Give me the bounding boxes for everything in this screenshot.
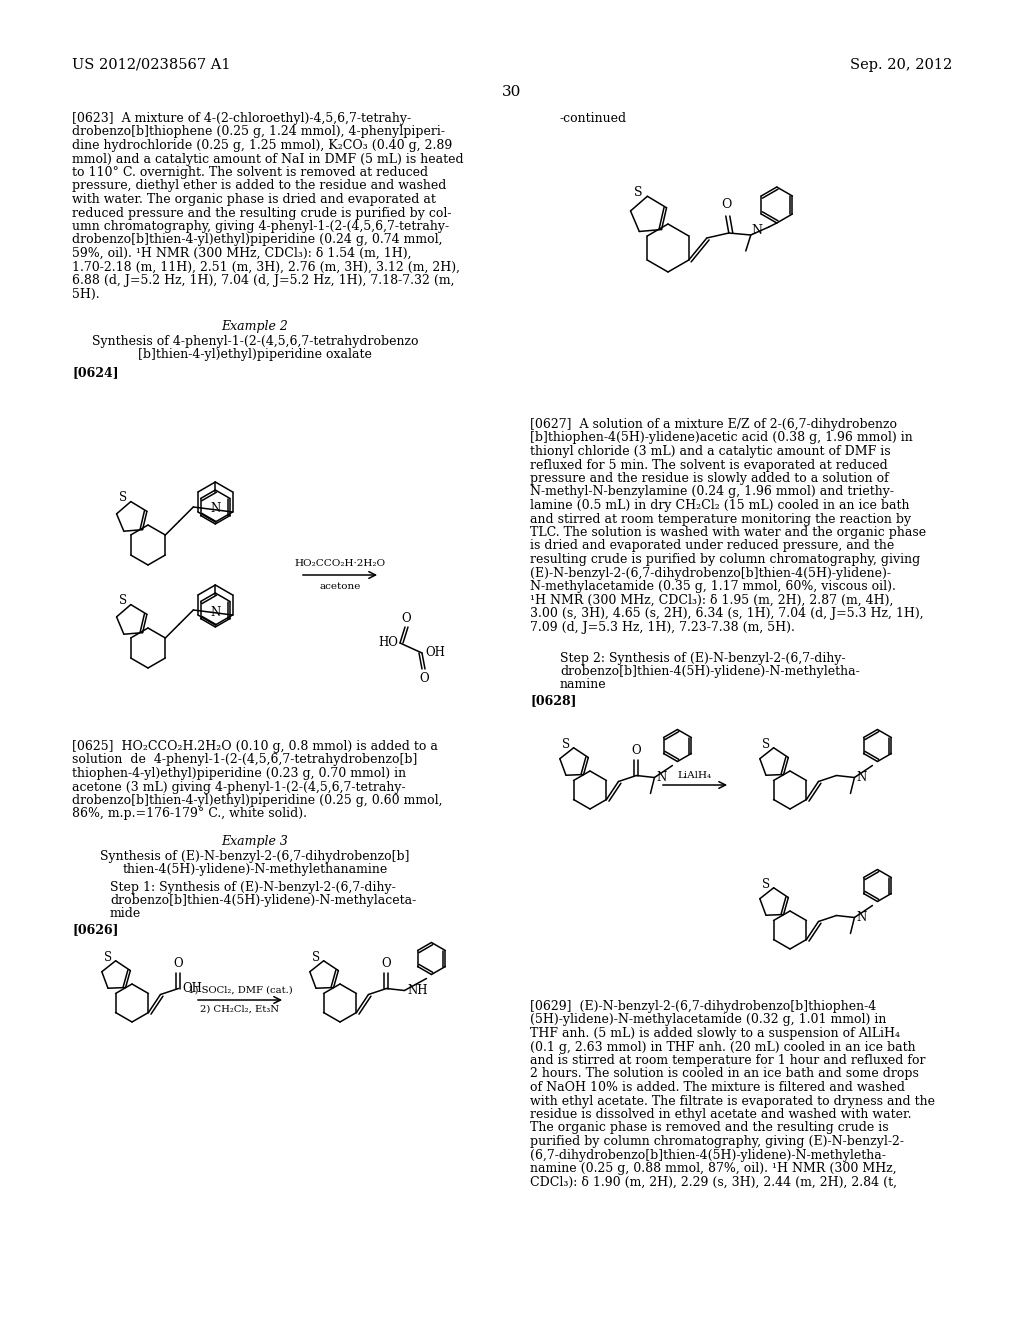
- Text: O: O: [401, 611, 411, 624]
- Text: pressure, diethyl ether is added to the residue and washed: pressure, diethyl ether is added to the …: [72, 180, 446, 193]
- Text: 59%, oil). ¹H NMR (300 MHz, CDCl₃): δ 1.54 (m, 1H),: 59%, oil). ¹H NMR (300 MHz, CDCl₃): δ 1.…: [72, 247, 412, 260]
- Text: Sep. 20, 2012: Sep. 20, 2012: [850, 58, 952, 73]
- Text: 1) SOCl₂, DMF (cat.): 1) SOCl₂, DMF (cat.): [187, 986, 293, 995]
- Text: 1.70-2.18 (m, 11H), 2.51 (m, 3H), 2.76 (m, 3H), 3.12 (m, 2H),: 1.70-2.18 (m, 11H), 2.51 (m, 3H), 2.76 (…: [72, 260, 460, 273]
- Text: thien-4(5H)-ylidene)-N-methylethanamine: thien-4(5H)-ylidene)-N-methylethanamine: [123, 863, 388, 876]
- Text: Synthesis of 4-phenyl-1-(2-(4,5,6,7-tetrahydrobenzo: Synthesis of 4-phenyl-1-(2-(4,5,6,7-tetr…: [92, 335, 418, 348]
- Text: lamine (0.5 mL) in dry CH₂Cl₂ (15 mL) cooled in an ice bath: lamine (0.5 mL) in dry CH₂Cl₂ (15 mL) co…: [530, 499, 909, 512]
- Text: is dried and evaporated under reduced pressure, and the: is dried and evaporated under reduced pr…: [530, 540, 894, 553]
- Text: umn chromatography, giving 4-phenyl-1-(2-(4,5,6,7-tetrahy-: umn chromatography, giving 4-phenyl-1-(2…: [72, 220, 450, 234]
- Text: refluxed for 5 min. The solvent is evaporated at reduced: refluxed for 5 min. The solvent is evapo…: [530, 458, 888, 471]
- Text: TLC. The solution is washed with water and the organic phase: TLC. The solution is washed with water a…: [530, 525, 926, 539]
- Text: CDCl₃): δ 1.90 (m, 2H), 2.29 (s, 3H), 2.44 (m, 2H), 2.84 (t,: CDCl₃): δ 1.90 (m, 2H), 2.29 (s, 3H), 2.…: [530, 1176, 897, 1188]
- Text: LiAlH₄: LiAlH₄: [678, 771, 712, 780]
- Text: S: S: [103, 952, 112, 965]
- Text: HO₂CCO₂H·2H₂O: HO₂CCO₂H·2H₂O: [295, 558, 386, 568]
- Text: [0627]  A solution of a mixture E/Z of 2-(6,7-dihydrobenzo: [0627] A solution of a mixture E/Z of 2-…: [530, 418, 897, 432]
- Text: namine: namine: [560, 678, 606, 690]
- Text: N: N: [752, 224, 763, 238]
- Text: drobenzo[b]thien-4-yl)ethyl)piperidine (0.24 g, 0.74 mmol,: drobenzo[b]thien-4-yl)ethyl)piperidine (…: [72, 234, 442, 247]
- Text: THF anh. (5 mL) is added slowly to a suspension of AlLiH₄: THF anh. (5 mL) is added slowly to a sus…: [530, 1027, 900, 1040]
- Text: 3.00 (s, 3H), 4.65 (s, 2H), 6.34 (s, 1H), 7.04 (d, J=5.3 Hz, 1H),: 3.00 (s, 3H), 4.65 (s, 2H), 6.34 (s, 1H)…: [530, 607, 924, 620]
- Text: mmol) and a catalytic amount of NaI in DMF (5 mL) is heated: mmol) and a catalytic amount of NaI in D…: [72, 153, 464, 165]
- Text: N: N: [210, 606, 220, 619]
- Text: The organic phase is removed and the resulting crude is: The organic phase is removed and the res…: [530, 1122, 889, 1134]
- Text: S: S: [634, 186, 643, 199]
- Text: and is stirred at room temperature for 1 hour and refluxed for: and is stirred at room temperature for 1…: [530, 1053, 926, 1067]
- Text: Example 3: Example 3: [221, 836, 289, 847]
- Text: (5H)-ylidene)-N-methylacetamide (0.32 g, 1.01 mmol) in: (5H)-ylidene)-N-methylacetamide (0.32 g,…: [530, 1014, 887, 1027]
- Text: O: O: [722, 198, 732, 211]
- Text: [b]thiophen-4(5H)-ylidene)acetic acid (0.38 g, 1.96 mmol) in: [b]thiophen-4(5H)-ylidene)acetic acid (0…: [530, 432, 912, 445]
- Text: [0624]: [0624]: [72, 366, 119, 379]
- Text: acetone: acetone: [319, 582, 360, 591]
- Text: acetone (3 mL) giving 4-phenyl-1-(2-(4,5,6,7-tetrahy-: acetone (3 mL) giving 4-phenyl-1-(2-(4,5…: [72, 780, 406, 793]
- Text: 2 hours. The solution is cooled in an ice bath and some drops: 2 hours. The solution is cooled in an ic…: [530, 1068, 919, 1081]
- Text: (6,7-dihydrobenzo[b]thien-4(5H)-ylidene)-N-methyletha-: (6,7-dihydrobenzo[b]thien-4(5H)-ylidene)…: [530, 1148, 886, 1162]
- Text: S: S: [119, 491, 127, 504]
- Text: N-methylacetamide (0.35 g, 1.17 mmol, 60%, viscous oil).: N-methylacetamide (0.35 g, 1.17 mmol, 60…: [530, 579, 896, 593]
- Text: [b]thien-4-yl)ethyl)piperidine oxalate: [b]thien-4-yl)ethyl)piperidine oxalate: [138, 348, 372, 360]
- Text: with water. The organic phase is dried and evaporated at: with water. The organic phase is dried a…: [72, 193, 436, 206]
- Text: pressure and the residue is slowly added to a solution of: pressure and the residue is slowly added…: [530, 473, 889, 484]
- Text: [0628]: [0628]: [530, 694, 577, 708]
- Text: N: N: [856, 911, 866, 924]
- Text: [0629]  (E)-N-benzyl-2-(6,7-dihydrobenzo[b]thiophen-4: [0629] (E)-N-benzyl-2-(6,7-dihydrobenzo[…: [530, 1001, 877, 1012]
- Text: 30: 30: [503, 84, 521, 99]
- Text: drobenzo[b]thien-4(5H)-ylidene)-N-methyletha-: drobenzo[b]thien-4(5H)-ylidene)-N-methyl…: [560, 665, 860, 678]
- Text: [0626]: [0626]: [72, 923, 119, 936]
- Text: thiophen-4-yl)ethyl)piperidine (0.23 g, 0.70 mmol) in: thiophen-4-yl)ethyl)piperidine (0.23 g, …: [72, 767, 407, 780]
- Text: residue is dissolved in ethyl acetate and washed with water.: residue is dissolved in ethyl acetate an…: [530, 1107, 911, 1121]
- Text: mide: mide: [110, 907, 141, 920]
- Text: -continued: -continued: [560, 112, 627, 125]
- Text: S: S: [311, 952, 319, 965]
- Text: (E)-N-benzyl-2-(6,7-dihydrobenzo[b]thien-4(5H)-ylidene)-: (E)-N-benzyl-2-(6,7-dihydrobenzo[b]thien…: [530, 566, 891, 579]
- Text: N-methyl-N-benzylamine (0.24 g, 1.96 mmol) and triethy-: N-methyl-N-benzylamine (0.24 g, 1.96 mmo…: [530, 486, 894, 499]
- Text: O: O: [174, 957, 183, 970]
- Text: solution  de  4-phenyl-1-(2-(4,5,6,7-tetrahydrobenzo[b]: solution de 4-phenyl-1-(2-(4,5,6,7-tetra…: [72, 754, 418, 767]
- Text: Example 2: Example 2: [221, 319, 289, 333]
- Text: [0625]  HO₂CCO₂H.2H₂O (0.10 g, 0.8 mmol) is added to a: [0625] HO₂CCO₂H.2H₂O (0.10 g, 0.8 mmol) …: [72, 741, 438, 752]
- Text: US 2012/0238567 A1: US 2012/0238567 A1: [72, 58, 230, 73]
- Text: and stirred at room temperature monitoring the reaction by: and stirred at room temperature monitori…: [530, 512, 911, 525]
- Text: 86%, m.p.=176-179° C., white solid).: 86%, m.p.=176-179° C., white solid).: [72, 808, 307, 821]
- Text: drobenzo[b]thien-4-yl)ethyl)piperidine (0.25 g, 0.60 mmol,: drobenzo[b]thien-4-yl)ethyl)piperidine (…: [72, 795, 442, 807]
- Text: drobenzo[b]thien-4(5H)-ylidene)-N-methylaceta-: drobenzo[b]thien-4(5H)-ylidene)-N-methyl…: [110, 894, 416, 907]
- Text: N: N: [656, 771, 667, 784]
- Text: dine hydrochloride (0.25 g, 1.25 mmol), K₂CO₃ (0.40 g, 2.89: dine hydrochloride (0.25 g, 1.25 mmol), …: [72, 139, 453, 152]
- Text: O: O: [632, 744, 641, 756]
- Text: reduced pressure and the resulting crude is purified by col-: reduced pressure and the resulting crude…: [72, 206, 452, 219]
- Text: resulting crude is purified by column chromatography, giving: resulting crude is purified by column ch…: [530, 553, 921, 566]
- Text: [0623]  A mixture of 4-(2-chloroethyl)-4,5,6,7-tetrahy-: [0623] A mixture of 4-(2-chloroethyl)-4,…: [72, 112, 411, 125]
- Text: HO: HO: [378, 636, 398, 649]
- Text: 6.88 (d, J=5.2 Hz, 1H), 7.04 (d, J=5.2 Hz, 1H), 7.18-7.32 (m,: 6.88 (d, J=5.2 Hz, 1H), 7.04 (d, J=5.2 H…: [72, 275, 455, 286]
- Text: S: S: [119, 594, 127, 607]
- Text: ¹H NMR (300 MHz, CDCl₃): δ 1.95 (m, 2H), 2.87 (m, 4H),: ¹H NMR (300 MHz, CDCl₃): δ 1.95 (m, 2H),…: [530, 594, 893, 606]
- Text: S: S: [762, 878, 770, 891]
- Text: 2) CH₂Cl₂, Et₃N: 2) CH₂Cl₂, Et₃N: [201, 1005, 280, 1014]
- Text: OH: OH: [425, 647, 444, 660]
- Text: drobenzo[b]thiophene (0.25 g, 1.24 mmol), 4-phenylpiperi-: drobenzo[b]thiophene (0.25 g, 1.24 mmol)…: [72, 125, 445, 139]
- Text: S: S: [762, 738, 770, 751]
- Text: purified by column chromatography, giving (E)-N-benzyl-2-: purified by column chromatography, givin…: [530, 1135, 904, 1148]
- Text: OH: OH: [182, 982, 203, 995]
- Text: S: S: [561, 738, 569, 751]
- Text: N: N: [210, 503, 220, 516]
- Text: O: O: [419, 672, 429, 685]
- Text: NH: NH: [408, 983, 428, 997]
- Text: to 110° C. overnight. The solvent is removed at reduced: to 110° C. overnight. The solvent is rem…: [72, 166, 428, 180]
- Text: Synthesis of (E)-N-benzyl-2-(6,7-dihydrobenzo[b]: Synthesis of (E)-N-benzyl-2-(6,7-dihydro…: [100, 850, 410, 863]
- Text: Step 1: Synthesis of (E)-N-benzyl-2-(6,7-dihy-: Step 1: Synthesis of (E)-N-benzyl-2-(6,7…: [110, 880, 395, 894]
- Text: (0.1 g, 2.63 mmol) in THF anh. (20 mL) cooled in an ice bath: (0.1 g, 2.63 mmol) in THF anh. (20 mL) c…: [530, 1040, 915, 1053]
- Text: O: O: [382, 957, 391, 970]
- Text: 5H).: 5H).: [72, 288, 99, 301]
- Text: namine (0.25 g, 0.88 mmol, 87%, oil). ¹H NMR (300 MHz,: namine (0.25 g, 0.88 mmol, 87%, oil). ¹H…: [530, 1162, 897, 1175]
- Text: N: N: [856, 771, 866, 784]
- Text: thionyl chloride (3 mL) and a catalytic amount of DMF is: thionyl chloride (3 mL) and a catalytic …: [530, 445, 891, 458]
- Text: of NaOH 10% is added. The mixture is filtered and washed: of NaOH 10% is added. The mixture is fil…: [530, 1081, 905, 1094]
- Text: Step 2: Synthesis of (E)-N-benzyl-2-(6,7-dihy-: Step 2: Synthesis of (E)-N-benzyl-2-(6,7…: [560, 652, 846, 665]
- Text: 7.09 (d, J=5.3 Hz, 1H), 7.23-7.38 (m, 5H).: 7.09 (d, J=5.3 Hz, 1H), 7.23-7.38 (m, 5H…: [530, 620, 795, 634]
- Text: with ethyl acetate. The filtrate is evaporated to dryness and the: with ethyl acetate. The filtrate is evap…: [530, 1094, 935, 1107]
